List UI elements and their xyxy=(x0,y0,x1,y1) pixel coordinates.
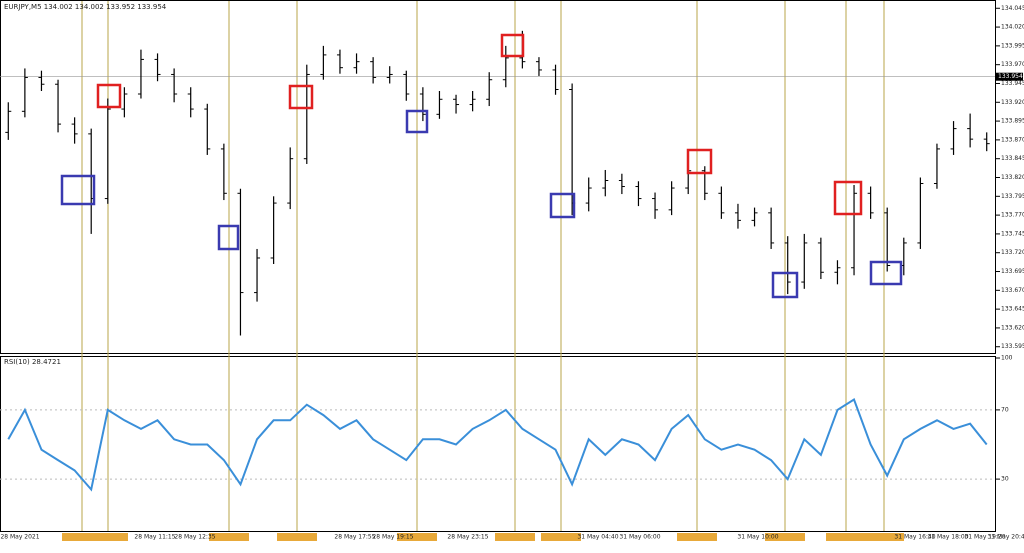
session-tag xyxy=(765,533,805,541)
y-tick-label: 133.970 xyxy=(1001,61,1024,68)
sell-box xyxy=(686,148,713,175)
y-tick-label: 133.645 xyxy=(1001,306,1024,313)
price-pane xyxy=(0,0,996,354)
y-tick-label: 133.745 xyxy=(1001,230,1024,237)
sell-box xyxy=(833,180,863,216)
x-tick-label: 31 May 04:40 xyxy=(577,534,618,541)
session-tag xyxy=(541,533,581,541)
session-tag xyxy=(209,533,249,541)
y-tick-label: 133.820 xyxy=(1001,174,1024,181)
y-tick-label: 133.620 xyxy=(1001,324,1024,331)
session-tag xyxy=(62,533,102,541)
session-tag xyxy=(88,533,128,541)
current-price-tag xyxy=(996,72,1023,81)
sell-box xyxy=(500,33,525,58)
y-tick-label: 30 xyxy=(1001,476,1009,483)
chart-title: EURJPY,M5 134.002 134.002 133.952 133.95… xyxy=(4,3,167,11)
y-tick-label: 133.945 xyxy=(1001,80,1024,87)
session-tag xyxy=(864,533,904,541)
y-tick-label: 134.045 xyxy=(1001,5,1024,12)
sell-box xyxy=(96,83,122,109)
session-lines xyxy=(81,1,885,531)
x-tick-label: 28 May 2021 xyxy=(0,534,39,541)
x-tick-label: 31 May 06:00 xyxy=(619,534,660,541)
session-tag xyxy=(826,533,866,541)
y-tick-label: 134.020 xyxy=(1001,24,1024,31)
y-tick-label: 133.995 xyxy=(1001,42,1024,49)
session-tag xyxy=(277,533,317,541)
rsi-pane xyxy=(0,356,996,532)
x-tick-label: 28 May 19:15 xyxy=(372,534,413,541)
session-tag xyxy=(397,533,437,541)
buy-box xyxy=(217,224,240,251)
x-tick-label: 28 May 11:15 xyxy=(134,534,175,541)
x-tick-label: 31 May 10:00 xyxy=(737,534,778,541)
annotations xyxy=(60,33,903,299)
rsi-line xyxy=(7,397,988,492)
y-tick-label: 100 xyxy=(1001,355,1013,362)
y-tick-label: 70 xyxy=(1001,406,1009,413)
buy-box xyxy=(771,271,799,299)
session-tags xyxy=(62,533,904,541)
x-tick-label: 31 May 19:20 xyxy=(964,534,1005,541)
rsi-title: RSI(10) 28.4721 xyxy=(4,358,61,366)
y-tick-label: 133.770 xyxy=(1001,212,1024,219)
session-tag xyxy=(677,533,717,541)
marks: 133.595 133.620 133.645 133.670 133.695 133.7… xyxy=(0,5,1024,541)
y-tick-label: 133.695 xyxy=(1001,268,1024,275)
x-tick-label: 28 May 17:55 xyxy=(334,534,375,541)
y-tick-label: 133.870 xyxy=(1001,136,1024,143)
y-tick-label: 133.795 xyxy=(1001,193,1024,200)
sell-box xyxy=(288,84,314,110)
y-tick-label: 133.720 xyxy=(1001,249,1024,256)
current-price-label: 133.954 xyxy=(998,73,1023,80)
x-tick-label: 31 May 20:40 xyxy=(987,534,1024,541)
y-tick-label: 133.670 xyxy=(1001,287,1024,294)
buy-box xyxy=(60,174,96,206)
buy-box xyxy=(869,260,903,286)
buy-box xyxy=(405,109,429,134)
y-tick-label: 133.920 xyxy=(1001,99,1024,106)
x-tick-label: 31 May 18:00 xyxy=(927,534,968,541)
x-tick-label: 28 May 12:35 xyxy=(174,534,215,541)
session-tag xyxy=(495,533,535,541)
y-tick-label: 133.845 xyxy=(1001,155,1024,162)
y-tick-label: 133.895 xyxy=(1001,118,1024,125)
x-tick-label: 28 May 23:15 xyxy=(447,534,488,541)
buy-box xyxy=(549,192,576,219)
y-tick-label: 133.595 xyxy=(1001,343,1024,350)
x-tick-label: 31 May 16:40 xyxy=(894,534,935,541)
